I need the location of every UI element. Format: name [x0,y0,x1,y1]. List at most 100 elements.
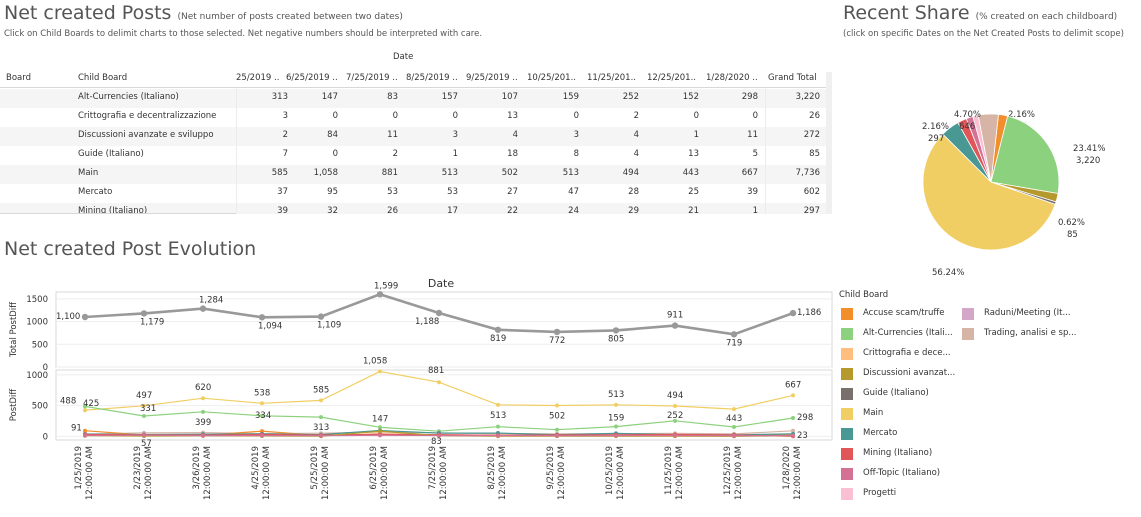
table-row[interactable]: Mining (Italiano) 39 32 26 17 22 24 29 21 1 297 [0,203,830,214]
data-point[interactable] [142,433,146,438]
share-pie-chart[interactable]: 2.16%29723.41%3,2200.62%8556.24%2.16%297… [838,95,1138,285]
child-board-name[interactable]: Main [78,168,99,178]
share-hint: (click on specific Dates on the Net Crea… [843,29,1124,39]
data-point[interactable] [319,415,323,420]
data-point[interactable] [496,424,500,429]
date-column-header[interactable]: 8/25/2019 .. [406,73,458,83]
data-point[interactable] [260,413,264,418]
date-column-header[interactable]: 12/25/201.. [647,73,696,83]
series-line[interactable] [84,370,794,411]
data-point[interactable] [730,331,738,338]
child-board-name[interactable]: Mercato [78,187,113,197]
data-point[interactable] [555,403,559,408]
date-column-header[interactable]: 9/25/2019 .. [466,73,518,83]
data-point[interactable] [673,433,677,438]
data-point[interactable] [437,433,441,438]
table-row[interactable]: Guide (Italiano) 7 0 2 1 18 8 4 13 5 85 [0,146,830,165]
data-point[interactable] [83,408,87,413]
evolution-line-chart[interactable]: Date 0 500 1000 1500 Total PostDiff 1,100 1,179… [0,272,835,517]
series-line[interactable] [84,405,794,432]
table-cell: 39 [747,187,758,197]
data-point[interactable] [732,424,736,429]
data-point[interactable] [376,291,384,298]
data-point[interactable] [201,409,205,414]
data-label: 538 [254,388,270,398]
pie-slice[interactable] [977,113,999,183]
child-board-name[interactable]: Crittografia e decentralizzazione [78,111,217,121]
data-point[interactable] [142,403,146,408]
data-point[interactable] [83,428,87,433]
data-point[interactable] [201,433,205,438]
data-label: 488 [60,396,76,406]
pie-slice-label: 85 [1067,230,1078,240]
date-column-header[interactable]: 6/25/2019 .. [286,73,338,83]
data-point[interactable] [437,380,441,385]
data-point[interactable] [555,427,559,432]
data-point[interactable] [201,396,205,401]
data-point[interactable] [671,322,679,329]
table-row[interactable]: Main 585 1,058 881 513 502 513 494 443 667 7,736 [0,165,830,184]
date-column-header[interactable]: 10/25/201.. [527,73,576,83]
grand-total-cell: 602 [803,187,820,197]
data-point[interactable] [496,433,500,438]
data-point[interactable] [199,305,207,312]
data-point[interactable] [378,433,382,438]
table-cell: 157 [441,92,458,102]
data-point[interactable] [142,413,146,418]
child-board-name[interactable]: Guide (Italiano) [78,149,144,159]
data-point[interactable] [789,309,797,317]
data-point[interactable] [732,407,736,412]
data-point[interactable] [319,398,323,403]
data-point[interactable] [258,314,266,321]
data-point[interactable] [435,309,443,317]
table-cell: 443 [682,168,699,178]
data-point[interactable] [260,429,264,434]
date-column-header[interactable]: 7/25/2019 .. [346,73,398,83]
data-point[interactable] [555,433,559,438]
pie-slice-label: 4.70% [954,110,981,120]
data-point[interactable] [553,328,561,336]
child-board-name[interactable]: Discussioni avanzate e sviluppo [78,130,214,140]
data-point[interactable] [317,313,325,320]
data-point[interactable] [378,429,382,434]
data-label: 147 [372,414,388,424]
data-point[interactable] [496,402,500,407]
date-column-header[interactable]: 11/25/201.. [587,73,636,83]
data-point[interactable] [673,418,677,423]
child-board-name[interactable]: Alt-Currencies (Italiano) [78,92,179,102]
data-point[interactable] [494,326,502,333]
pie-slice[interactable] [922,133,1056,251]
data-point[interactable] [612,327,620,334]
table-row[interactable]: Discussioni avanzate e sviluppo 2 84 11 3 4 3 4… [0,127,830,146]
data-point[interactable] [260,401,264,406]
date-column-header[interactable]: 1/28/2020 .. [706,73,758,83]
data-point[interactable] [791,428,795,433]
table-scrollbar[interactable] [826,72,832,214]
data-point[interactable] [378,425,382,430]
data-point[interactable] [81,313,89,321]
table-date-header: Date [393,52,414,62]
child-board-name[interactable]: Mining (Italiano) [78,206,148,214]
data-point[interactable] [378,369,382,374]
pie-slice[interactable] [990,115,1060,194]
data-label: 502 [549,411,565,421]
table-row[interactable]: Alt-Currencies (Italiano) 313 147 83 157 107 1… [0,89,830,108]
data-point[interactable] [319,433,323,438]
data-point[interactable] [791,393,795,398]
data-point[interactable] [260,433,264,438]
date-column-header[interactable]: 25/2019 .. [236,73,280,83]
data-point[interactable] [791,433,795,438]
legend-swatch [841,388,853,400]
table-row[interactable]: Crittografia e decentralizzazione 3 0 0 0 13 0… [0,108,830,127]
data-point[interactable] [732,433,736,438]
table-row[interactable]: Mercato 37 95 53 53 27 47 28 25 39 602 [0,184,830,203]
data-point[interactable] [83,404,87,409]
data-point[interactable] [614,402,618,407]
data-point[interactable] [140,310,148,317]
data-label: 1,100 [56,312,80,322]
data-point[interactable] [673,403,677,408]
data-point[interactable] [614,424,618,429]
data-point[interactable] [83,433,87,438]
data-point[interactable] [791,416,795,421]
data-point[interactable] [614,433,618,438]
